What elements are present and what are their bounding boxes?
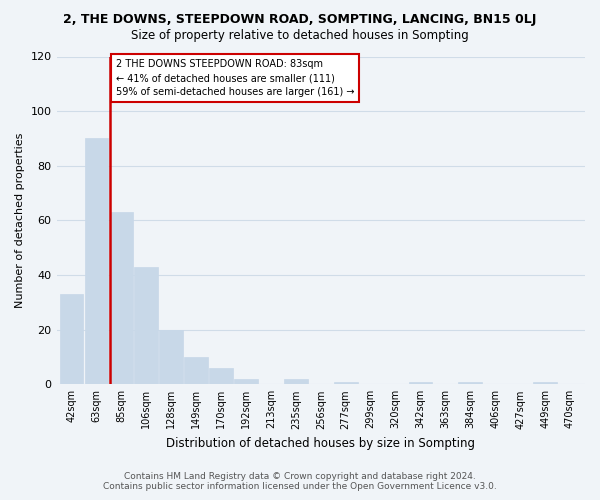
Bar (533, 382, 557, 384)
Text: Contains HM Land Registry data © Crown copyright and database right 2024.
Contai: Contains HM Land Registry data © Crown c… (103, 472, 497, 491)
Text: 2 THE DOWNS STEEPDOWN ROAD: 83sqm
← 41% of detached houses are smaller (111)
59%: 2 THE DOWNS STEEPDOWN ROAD: 83sqm ← 41% … (116, 59, 354, 97)
Bar (110, 212, 133, 384)
Bar (134, 267, 158, 384)
Bar (284, 379, 308, 384)
Y-axis label: Number of detached properties: Number of detached properties (15, 132, 25, 308)
Text: 2, THE DOWNS, STEEPDOWN ROAD, SOMPTING, LANCING, BN15 0LJ: 2, THE DOWNS, STEEPDOWN ROAD, SOMPTING, … (64, 12, 536, 26)
Bar (85, 138, 108, 384)
Bar (334, 382, 358, 384)
Bar (209, 368, 233, 384)
Bar (160, 330, 183, 384)
Text: Size of property relative to detached houses in Sompting: Size of property relative to detached ho… (131, 29, 469, 42)
Bar (458, 382, 482, 384)
Bar (234, 379, 258, 384)
Bar (409, 382, 433, 384)
Bar (184, 357, 208, 384)
X-axis label: Distribution of detached houses by size in Sompting: Distribution of detached houses by size … (166, 437, 475, 450)
Bar (59, 294, 83, 384)
